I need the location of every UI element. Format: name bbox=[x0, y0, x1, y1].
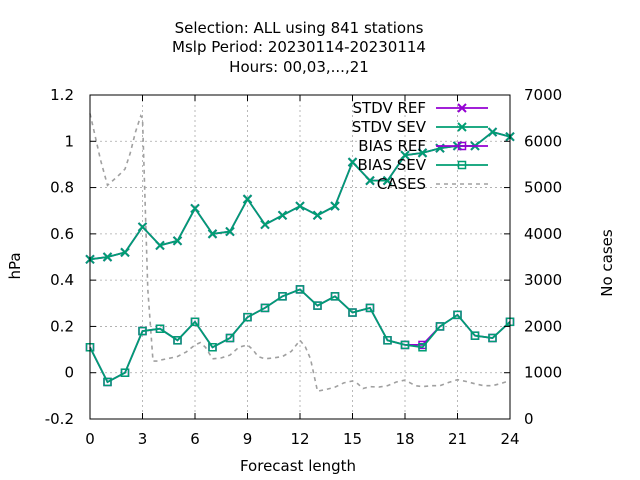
y2-tick-label: 3000 bbox=[524, 271, 562, 289]
data-point-bias-sev bbox=[173, 336, 182, 345]
data-point-bias-sev bbox=[435, 322, 445, 331]
legend-marker bbox=[457, 122, 467, 132]
y-tick-label: 0 bbox=[64, 364, 74, 382]
y2-tick-label: 5000 bbox=[524, 179, 562, 197]
x-tick-label: 6 bbox=[190, 430, 200, 448]
x-tick-label: 0 bbox=[85, 430, 95, 448]
y-axis-label: hPa bbox=[6, 252, 24, 279]
data-point-stdv-sev bbox=[137, 222, 148, 232]
data-point-bias-sev bbox=[400, 340, 410, 350]
data-point-bias-sev bbox=[120, 368, 130, 377]
y2-tick-label: 4000 bbox=[524, 225, 562, 243]
y2-axis-label: No cases bbox=[598, 229, 616, 297]
data-point-bias-sev bbox=[103, 377, 112, 387]
data-point-bias-sev bbox=[453, 310, 462, 320]
y-tick-label: 0.6 bbox=[50, 225, 74, 243]
data-point-bias-sev bbox=[365, 303, 375, 313]
data-point-bias-sev bbox=[295, 285, 305, 294]
chart-title-line-3: Hours: 00,03,...,21 bbox=[229, 58, 369, 76]
data-point-stdv-sev bbox=[347, 157, 358, 167]
y2-tick-label: 6000 bbox=[524, 132, 562, 150]
data-point-bias-sev bbox=[418, 343, 427, 352]
data-point-bias-sev bbox=[383, 336, 392, 345]
data-point-bias-sev bbox=[260, 303, 270, 313]
legend-marker bbox=[457, 160, 467, 170]
legend-label: STDV SEV bbox=[352, 118, 427, 136]
x-tick-label: 12 bbox=[290, 430, 309, 448]
data-point-stdv-sev bbox=[102, 252, 113, 262]
x-tick-label: 9 bbox=[243, 430, 253, 448]
data-point-stdv-sev bbox=[207, 229, 218, 239]
data-point-stdv-sev bbox=[382, 175, 393, 186]
y-tick-label: 0.8 bbox=[50, 179, 74, 197]
data-point-stdv-sev bbox=[330, 201, 340, 211]
data-point-bias-sev bbox=[330, 292, 340, 301]
series-layer bbox=[85, 127, 515, 387]
y2-tick-label: 7000 bbox=[524, 86, 562, 104]
data-point-stdv-sev bbox=[260, 219, 270, 230]
grid bbox=[89, 94, 511, 420]
chart-title-line-1: Selection: ALL using 841 stations bbox=[175, 19, 424, 37]
data-point-bias-sev bbox=[488, 333, 497, 343]
legend-marker bbox=[457, 141, 467, 151]
data-point-bias-sev bbox=[313, 301, 322, 310]
y-tick-label: 1 bbox=[64, 132, 74, 150]
x-tick-label: 24 bbox=[500, 430, 519, 448]
data-point-bias-sev bbox=[138, 326, 147, 336]
series-line-cases bbox=[89, 113, 511, 393]
x-tick-label: 21 bbox=[448, 430, 467, 448]
data-point-stdv-sev bbox=[190, 203, 200, 214]
cases-layer bbox=[89, 113, 511, 393]
data-point-stdv-sev bbox=[172, 236, 183, 246]
data-point-stdv-sev bbox=[400, 150, 410, 160]
data-point-stdv-sev bbox=[120, 247, 130, 258]
ticks: 0 3 6 9 12 15 18 21 24 -0.2 0 0.2 0.4 0.6 0.8 1 1.2 0 1000… bbox=[45, 86, 562, 448]
x-tick-label: 3 bbox=[138, 430, 148, 448]
x-tick-label: 15 bbox=[343, 430, 362, 448]
chart-title-line-2: Mslp Period: 20230114-20230114 bbox=[172, 38, 426, 56]
data-point-bias-sev bbox=[348, 308, 357, 317]
data-point-bias-sev bbox=[208, 343, 217, 352]
data-point-bias-sev bbox=[470, 331, 480, 340]
data-point-bias-sev bbox=[225, 333, 235, 343]
data-point-stdv-sev bbox=[277, 210, 288, 221]
legend-label: STDV REF bbox=[352, 99, 426, 117]
data-point-stdv-sev bbox=[242, 194, 253, 204]
data-point-stdv-sev bbox=[487, 127, 498, 137]
y-tick-label: 1.2 bbox=[50, 86, 74, 104]
legend-label: BIAS SEV bbox=[357, 156, 426, 174]
legend-marker bbox=[457, 103, 467, 113]
legend-label: CASES bbox=[377, 175, 426, 193]
y-tick-label: 0.2 bbox=[50, 317, 74, 335]
data-point-stdv-sev bbox=[417, 148, 428, 158]
y-tick-label: -0.2 bbox=[45, 410, 74, 428]
data-point-stdv-sev bbox=[155, 240, 165, 251]
data-point-bias-sev bbox=[243, 312, 252, 322]
data-point-stdv-sev bbox=[225, 226, 235, 237]
y2-tick-label: 1000 bbox=[524, 364, 562, 382]
data-point-bias-sev bbox=[155, 324, 165, 333]
x-axis-label: Forecast length bbox=[240, 457, 356, 475]
y2-tick-label: 2000 bbox=[524, 317, 562, 335]
data-point-stdv-sev bbox=[295, 201, 305, 211]
x-tick-label: 18 bbox=[395, 430, 414, 448]
y2-tick-label: 0 bbox=[524, 410, 534, 428]
data-point-bias-sev bbox=[190, 317, 200, 327]
data-point-stdv-sev bbox=[365, 175, 375, 186]
legend-label: BIAS REF bbox=[358, 137, 426, 155]
y-tick-label: 0.4 bbox=[50, 271, 74, 289]
series-line-bias-sev bbox=[89, 288, 511, 384]
data-point-bias-sev bbox=[278, 292, 287, 301]
data-point-stdv-sev bbox=[312, 210, 323, 221]
